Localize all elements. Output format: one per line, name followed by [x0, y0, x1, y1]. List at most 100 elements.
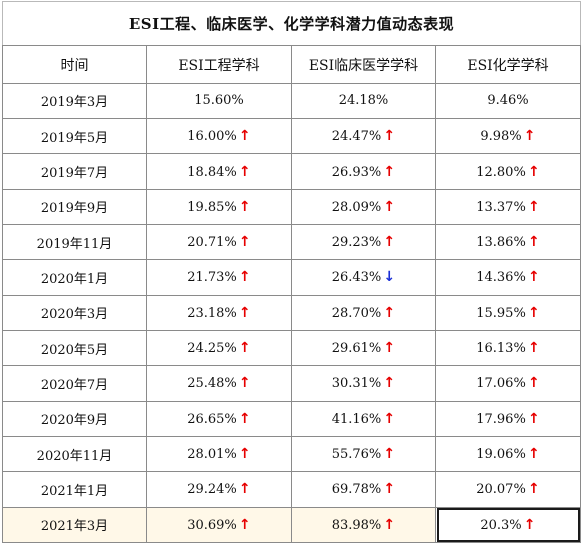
clinical-medicine-cell[interactable]: 24.47% ↑ — [291, 118, 436, 155]
clinical-medicine-cell[interactable]: 55.76% ↑ — [291, 435, 436, 473]
engineering-cell[interactable]: 25.48% ↑ — [146, 365, 292, 402]
value-text: 29.24% — [187, 482, 237, 498]
clinical-medicine-cell[interactable]: 24.18% — [291, 82, 436, 120]
value-text: 30.69% — [187, 517, 237, 533]
chemistry-cell[interactable]: 17.06% ↑ — [434, 365, 582, 402]
clinical-medicine-cell[interactable]: 26.43% ↓ — [291, 259, 436, 296]
time-cell[interactable]: 2020年7月 — [2, 365, 147, 402]
clinical-medicine-cell[interactable]: 30.31% ↑ — [291, 365, 436, 402]
arrow-up-icon: ↑ — [383, 163, 396, 180]
table-row: 2020年5月 24.25% ↑ 29.61% ↑ 16.13% ↑ — [2, 329, 582, 367]
table-row: 2019年5月 16.00% ↑ 24.47% ↑ 9.98% ↑ — [2, 118, 582, 155]
engineering-cell[interactable]: 29.24% ↑ — [146, 471, 292, 508]
clinical-medicine-cell[interactable]: 26.93% ↑ — [291, 153, 436, 190]
value-text: 13.37% — [476, 199, 526, 215]
value-text: 55.76% — [331, 447, 382, 463]
table-row: 2019年3月 15.60% 24.18% 9.46% — [2, 82, 582, 120]
value-text: 13.86% — [476, 235, 526, 251]
arrow-up-icon: ↑ — [527, 234, 540, 251]
header-chemistry[interactable]: ESI化学学科 — [434, 45, 582, 84]
time-cell[interactable]: 2020年5月 — [2, 329, 147, 367]
clinical-medicine-cell[interactable]: 83.98% ↑ — [291, 506, 436, 543]
arrow-up-icon: ↑ — [383, 481, 396, 498]
chemistry-cell[interactable]: 9.98% ↑ — [434, 118, 582, 155]
time-cell[interactable]: 2019年7月 — [2, 153, 147, 190]
arrow-up-icon: ↑ — [238, 375, 251, 392]
clinical-medicine-cell[interactable]: 41.16% ↑ — [291, 400, 436, 437]
value-text: 41.16% — [331, 411, 382, 427]
clinical-medicine-cell[interactable]: 29.23% ↑ — [291, 223, 436, 261]
header-engineering[interactable]: ESI工程学科 — [146, 45, 292, 84]
chemistry-cell[interactable]: 19.06% ↑ — [434, 435, 582, 473]
header-clinical-medicine[interactable]: ESI临床医学学科 — [291, 45, 436, 84]
arrow-up-icon: ↑ — [527, 198, 540, 215]
engineering-cell[interactable]: 28.01% ↑ — [146, 435, 292, 473]
chemistry-cell[interactable]: 13.37% ↑ — [434, 188, 582, 226]
time-cell[interactable]: 2021年1月 — [2, 471, 147, 508]
chemistry-cell[interactable]: 20.07% ↑ — [434, 471, 582, 508]
value-text: 12.80% — [476, 164, 526, 180]
value-text: 17.06% — [476, 376, 526, 392]
chemistry-cell[interactable]: 12.80% ↑ — [434, 153, 582, 190]
header-time[interactable]: 时间 — [2, 45, 147, 84]
time-cell[interactable]: 2019年5月 — [2, 118, 147, 155]
chemistry-cell[interactable]: 17.96% ↑ — [434, 400, 582, 437]
time-cell[interactable]: 2021年3月 — [2, 506, 147, 543]
engineering-cell[interactable]: 16.00% ↑ — [146, 118, 292, 155]
value-text: 15.95% — [476, 305, 526, 321]
time-cell[interactable]: 2020年9月 — [2, 400, 147, 437]
time-cell[interactable]: 2019年11月 — [2, 223, 147, 261]
engineering-cell[interactable]: 24.25% ↑ — [146, 329, 292, 367]
arrow-up-icon: ↑ — [527, 446, 540, 463]
engineering-cell[interactable]: 21.73% ↑ — [146, 259, 292, 296]
value-text: 20.3% — [480, 517, 522, 533]
value-text: 16.00% — [187, 129, 237, 145]
table-row: 2019年9月 19.85% ↑ 28.09% ↑ 13.37% ↑ — [2, 188, 582, 226]
engineering-cell[interactable]: 15.60% — [146, 82, 292, 120]
chemistry-cell[interactable]: 9.46% — [434, 82, 582, 120]
value-text: 17.96% — [476, 411, 526, 427]
value-text: 26.93% — [331, 164, 382, 180]
chemistry-cell[interactable]: 13.86% ↑ — [434, 223, 582, 261]
engineering-cell[interactable]: 26.65% ↑ — [146, 400, 292, 437]
time-cell[interactable]: 2019年3月 — [2, 82, 147, 120]
header-row: 时间 ESI工程学科 ESI临床医学学科 ESI化学学科 — [2, 45, 582, 84]
arrow-up-icon: ↑ — [383, 446, 396, 463]
clinical-medicine-cell[interactable]: 28.70% ↑ — [291, 294, 436, 331]
engineering-cell[interactable]: 30.69% ↑ — [146, 506, 292, 543]
chemistry-cell[interactable]: 16.13% ↑ — [434, 329, 582, 367]
clinical-medicine-cell[interactable]: 29.61% ↑ — [291, 329, 436, 367]
table-row: 2021年3月 30.69% ↑ 83.98% ↑ 20.3% ↑ — [2, 506, 582, 543]
arrow-down-icon: ↓ — [383, 269, 396, 286]
arrow-up-icon: ↑ — [238, 128, 251, 145]
value-text: 24.25% — [187, 341, 237, 357]
arrow-up-icon: ↑ — [238, 163, 251, 180]
value-text: 29.61% — [331, 341, 382, 357]
arrow-up-icon: ↑ — [527, 304, 540, 321]
chemistry-cell[interactable]: 14.36% ↑ — [434, 259, 582, 296]
chemistry-cell[interactable]: 15.95% ↑ — [434, 294, 582, 331]
arrow-up-icon: ↑ — [523, 516, 536, 533]
value-text: 20.71% — [187, 235, 237, 251]
engineering-cell[interactable]: 23.18% ↑ — [146, 294, 292, 331]
table-row: 2020年3月 23.18% ↑ 28.70% ↑ 15.95% ↑ — [2, 294, 582, 331]
arrow-up-icon: ↑ — [238, 446, 251, 463]
table-row: 2021年1月 29.24% ↑ 69.78% ↑ 20.07% ↑ — [2, 471, 582, 508]
value-text: 19.85% — [187, 199, 237, 215]
time-cell[interactable]: 2020年11月 — [2, 435, 147, 473]
time-cell[interactable]: 2019年9月 — [2, 188, 147, 226]
value-text: 24.18% — [338, 93, 389, 109]
arrow-up-icon: ↑ — [383, 340, 396, 357]
value-text: 14.36% — [476, 270, 526, 286]
table-row: 2020年9月 26.65% ↑ 41.16% ↑ 17.96% ↑ — [2, 400, 582, 437]
clinical-medicine-cell[interactable]: 28.09% ↑ — [291, 188, 436, 226]
engineering-cell[interactable]: 18.84% ↑ — [146, 153, 292, 190]
time-cell[interactable]: 2020年3月 — [2, 294, 147, 331]
chemistry-cell[interactable]: 20.3% ↑ — [434, 506, 582, 543]
engineering-cell[interactable]: 20.71% ↑ — [146, 223, 292, 261]
value-text: 69.78% — [331, 482, 382, 498]
time-cell[interactable]: 2020年1月 — [2, 259, 147, 296]
clinical-medicine-cell[interactable]: 69.78% ↑ — [291, 471, 436, 508]
engineering-cell[interactable]: 19.85% ↑ — [146, 188, 292, 226]
